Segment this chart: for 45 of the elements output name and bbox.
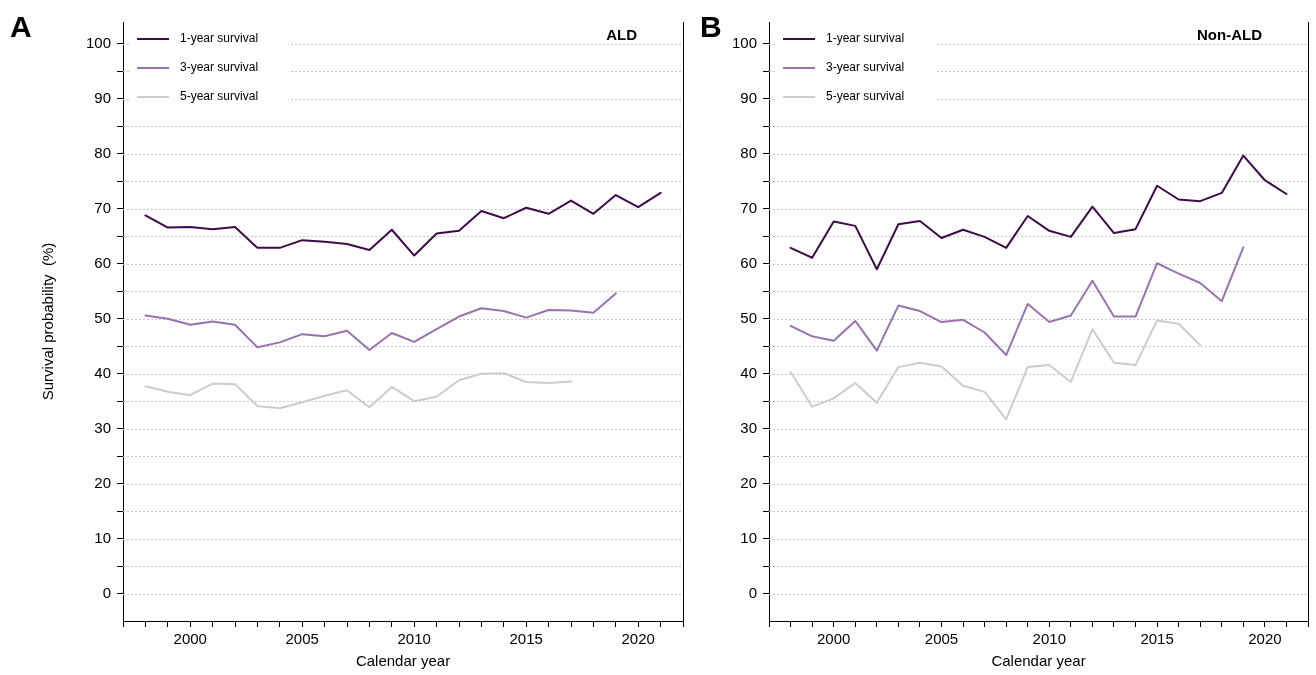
y-tick-label: 70 [94,198,112,216]
y-tick-label: 0 [102,583,112,601]
y-tick-label: 90 [740,89,758,107]
legend-label: 3-year survival [826,60,905,75]
y-tick-label: 0 [748,583,758,601]
x-tick-label: 2005 [285,630,319,648]
y-tick-label: 50 [94,308,112,326]
y-tick-label: 70 [740,198,758,216]
y-tick-label: 80 [94,144,112,162]
y-tick-label: 30 [740,418,758,436]
annotation: ALD [606,26,638,44]
y-tick-label: 90 [94,89,112,107]
y-tick-label: 40 [94,363,112,381]
y-tick-label: 20 [94,473,112,491]
y-tick-label: 100 [86,34,112,52]
x-axis-title: Calendar year [355,652,451,670]
legend-label: 5-year survival [826,89,905,104]
legend-label: 5-year survival [180,89,259,104]
x-tick-label: 2020 [1248,630,1282,648]
y-tick-label: 20 [740,473,758,491]
legend-label: 1-year survival [826,31,905,46]
chart-title: A [10,10,32,44]
x-tick-label: 2010 [397,630,431,648]
y-axis-title: Survival probability (%) [39,242,57,401]
y-tick-label: 60 [94,253,112,271]
y-tick-label: 60 [740,253,758,271]
y-tick-label: 100 [732,34,758,52]
y-tick-label: 30 [94,418,112,436]
y-tick-label: 50 [740,308,758,326]
x-tick-label: 2015 [1140,630,1174,648]
x-tick-label: 2010 [1032,630,1066,648]
x-tick-label: 2000 [817,630,851,648]
y-tick-label: 80 [740,144,758,162]
legend-label: 1-year survival [180,31,259,46]
y-tick-label: 10 [740,528,758,546]
x-tick-label: 2020 [621,630,655,648]
legend-label: 3-year survival [180,60,259,75]
y-tick-label: 10 [94,528,112,546]
x-axis-title: Calendar year [991,652,1086,670]
x-tick-label: 2000 [173,630,207,648]
chart-title: B [700,10,722,44]
x-tick-label: 2015 [509,630,543,648]
x-tick-label: 2005 [924,630,959,648]
y-tick-label: 40 [740,363,758,381]
annotation: Non-ALD [1197,26,1263,44]
